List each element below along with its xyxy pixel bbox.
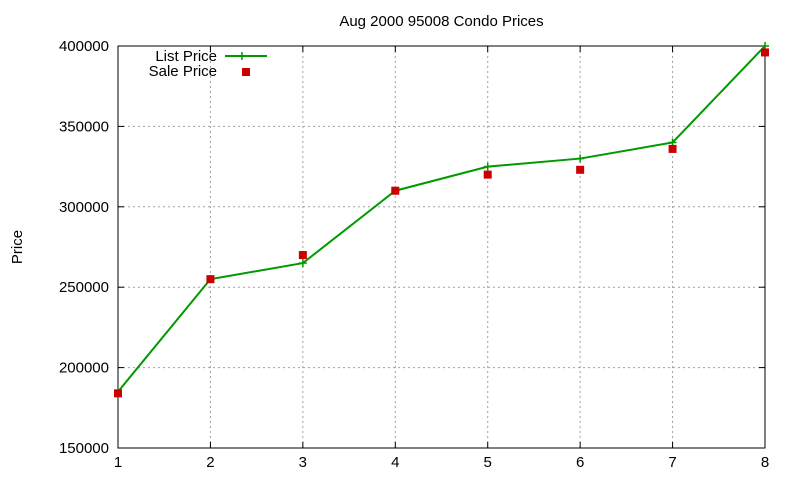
grid-lines [118,46,765,448]
sale-price-point [576,165,585,174]
y-tick-label: 350000 [59,118,109,135]
x-tick-label: 1 [114,454,122,471]
y-tick-label: 300000 [59,199,109,216]
sale-price-point [391,186,400,195]
sale-price-point [114,389,122,398]
list-price-line [117,45,766,393]
sale-price-point [206,275,215,284]
list-price-point [298,259,307,268]
sale-price-point [761,48,769,57]
chart-title: Aug 2000 95008 Condo Prices [339,13,543,30]
sale-price-point [483,170,492,179]
x-tick-label: 8 [761,454,769,471]
legend-label-list-price: List Price [155,48,217,65]
legend-label-sale-price: Sale Price [149,63,217,80]
legend-swatch-sale-price [242,68,250,76]
x-tick-label: 4 [391,454,399,471]
x-tick-label: 7 [668,454,676,471]
list-price-point [483,162,492,171]
list-price-point [576,154,585,163]
axis-ticks: 1 2 3 4 5 6 7 8 150000 200000 250000 300000 350000 40… [59,38,769,471]
plot-frame [117,45,766,449]
sale-price-point [668,144,677,153]
x-tick-label: 3 [299,454,307,471]
y-tick-label: 250000 [59,279,109,296]
x-tick-label: 5 [484,454,492,471]
x-tick-label: 2 [206,454,214,471]
y-tick-label: 400000 [59,38,109,55]
series-layer [114,42,769,398]
x-tick-label: 6 [576,454,584,471]
sale-price-point [298,251,307,260]
y-axis-label: Price [9,230,26,264]
y-tick-label: 150000 [59,440,109,457]
y-tick-label: 200000 [59,360,109,377]
